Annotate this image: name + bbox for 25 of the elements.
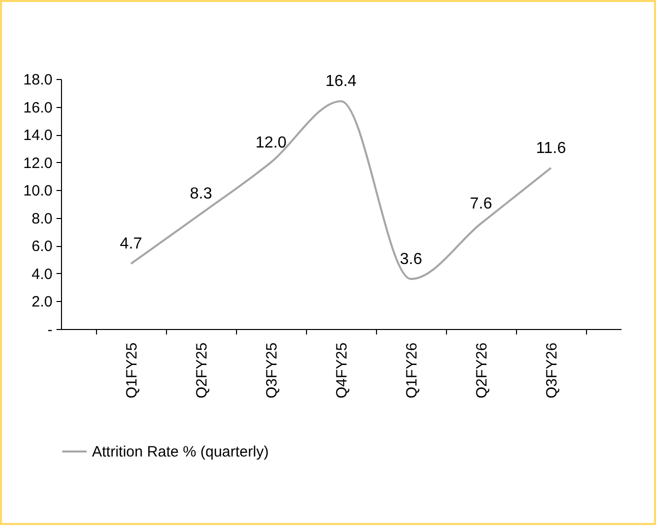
- x-tick-label: Q2FY25: [194, 342, 210, 398]
- y-tick-label: 14.0: [23, 127, 52, 144]
- x-tick-label: Q2FY26: [474, 342, 490, 398]
- y-tick-label: -: [48, 322, 52, 338]
- y-tick-label: 16.0: [23, 99, 52, 116]
- x-tick-label: Q1FY25: [124, 342, 140, 398]
- y-tick-label: 10.0: [23, 182, 52, 200]
- data-label: 8.3: [190, 186, 212, 203]
- legend-label: Attrition Rate % (quarterly): [92, 444, 269, 460]
- data-label: 11.6: [536, 140, 566, 157]
- y-tick-label: 2.0: [32, 294, 52, 311]
- data-label: 3.6: [400, 251, 422, 268]
- x-tick-label: Q4FY25: [334, 342, 350, 398]
- x-tick-label: Q3FY25: [264, 342, 280, 398]
- y-tick-label: 4.0: [32, 266, 52, 283]
- x-tick-label: Q1FY26: [404, 342, 420, 398]
- data-label: 12.0: [255, 134, 287, 152]
- data-label: 4.7: [120, 236, 142, 253]
- y-tick-label: 8.0: [32, 210, 52, 228]
- data-label: 7.6: [470, 195, 492, 212]
- x-tick-label: Q3FY26: [544, 342, 560, 398]
- y-tick-label: 12.0: [23, 154, 52, 172]
- data-label: 16.4: [325, 73, 357, 90]
- y-tick-label: 18.0: [23, 72, 52, 88]
- y-tick-label: 6.0: [32, 238, 52, 256]
